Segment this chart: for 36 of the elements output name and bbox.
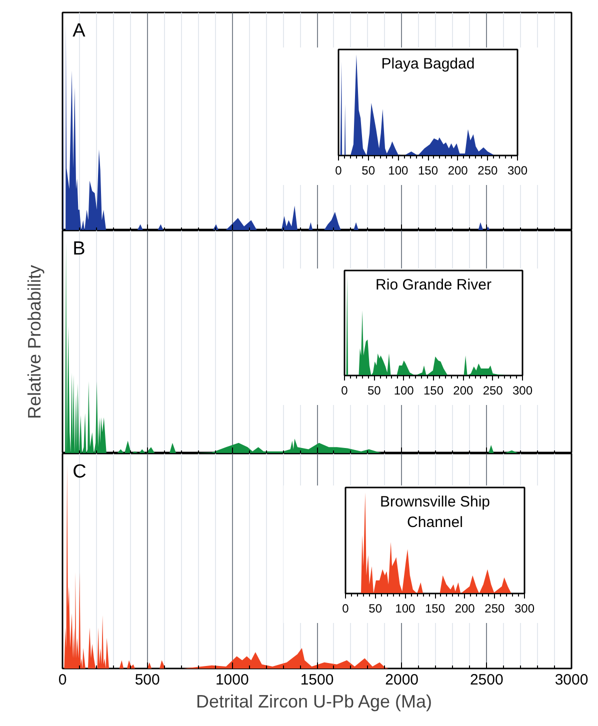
x-tick-label: 100 (388, 164, 409, 178)
x-tick-label: 0 (58, 672, 67, 688)
x-tick-label: 3000 (554, 672, 588, 688)
x-tick-label: 0 (342, 602, 350, 616)
x-tick-label: 250 (484, 602, 506, 616)
x-tick-label: 200 (454, 602, 476, 616)
x-tick-label: 150 (423, 384, 444, 398)
x-tick-label: 250 (482, 384, 504, 398)
x-axis-title: Detrital Zircon U-Pb Age (Ma) (196, 692, 432, 712)
x-tick-label: 2500 (470, 672, 504, 688)
x-tick-label: 100 (395, 602, 416, 616)
x-tick-label: 300 (507, 164, 528, 178)
annotation: A (72, 20, 86, 42)
x-tick-label: 300 (514, 602, 535, 616)
x-tick-label: 200 (453, 384, 474, 398)
x-tick-label: 500 (134, 672, 160, 688)
x-tick-label: 250 (478, 164, 498, 178)
x-tick-label: 50 (362, 164, 376, 178)
chart-title: Rio Grande River (376, 276, 492, 294)
x-tick-label: 200 (448, 164, 468, 178)
text: Brownsville Ship Channel (380, 494, 490, 531)
x-tick-label: 0 (341, 384, 348, 398)
x-tick-label: 1000 (215, 672, 249, 688)
annotation: C (72, 462, 86, 482)
annotation: B (72, 238, 86, 260)
x-tick-label: 100 (394, 384, 414, 398)
chart-title: Playa Bagdad (381, 56, 475, 72)
x-tick-label: 50 (367, 384, 382, 398)
x-tick-label: 150 (424, 602, 446, 616)
x-tick-label: 50 (368, 602, 382, 616)
x-tick-label: 1500 (300, 672, 334, 688)
y-axis-title: Relative Probability (24, 264, 44, 420)
x-tick-label: 300 (512, 384, 533, 398)
x-tick-label: 0 (335, 164, 342, 178)
x-tick-label: 2000 (385, 672, 419, 688)
x-tick-label: 150 (418, 164, 438, 178)
